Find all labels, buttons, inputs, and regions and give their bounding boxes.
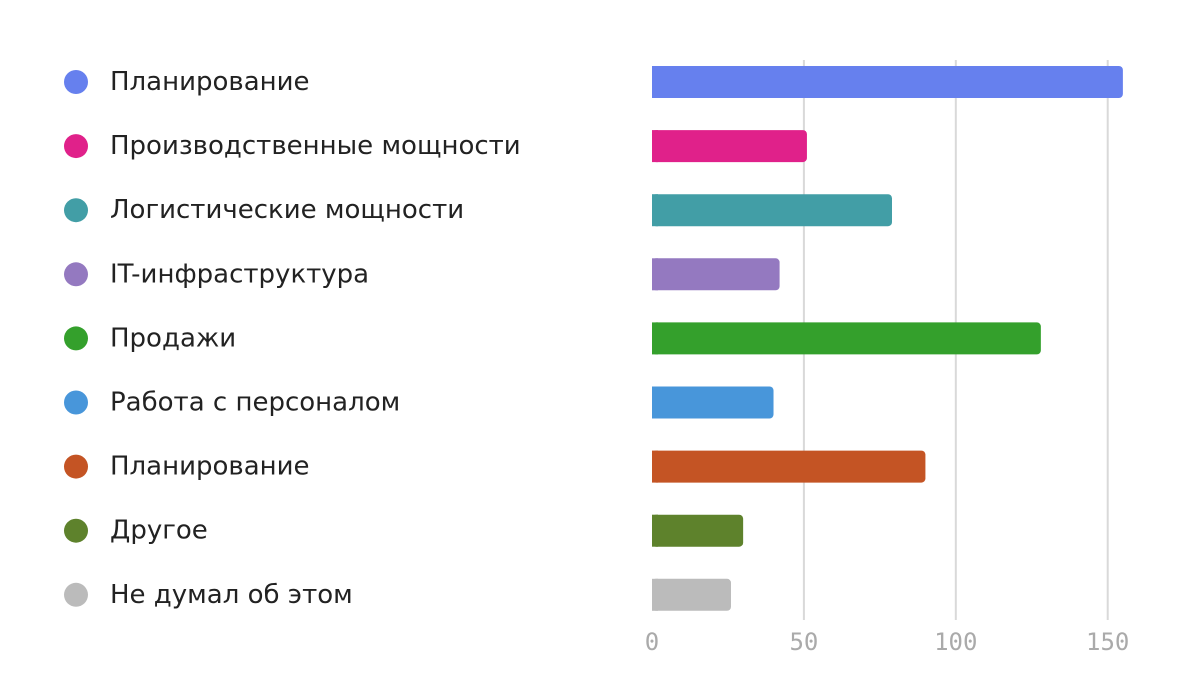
legend-label-0: Планирование [110,67,310,97]
legend-dot-2 [64,198,88,223]
x-tick-label-100: 100 [934,628,977,656]
bar-base-2 [652,194,658,227]
bar-2 [652,194,892,227]
bar-base-4 [652,322,658,355]
bar-base-6 [652,450,658,483]
bar-6 [652,450,926,483]
legend-dot-6 [64,454,88,479]
bar-base-3 [652,258,658,291]
legend-label-7: Другое [110,516,208,546]
bar-base-7 [652,514,658,547]
legend-label-2: Логистические мощности [110,195,464,225]
legend-dot-4 [64,326,88,351]
bar-7 [652,514,744,547]
bar-8 [652,578,731,611]
legend-label-3: IT-инфраструктура [110,259,369,289]
legend-dot-3 [64,262,88,287]
bar-0 [652,66,1123,98]
legend-dot-5 [64,390,88,415]
bar-base-0 [652,66,658,98]
legend-dot-7 [64,518,88,543]
legend: Планирование Производственные мощности Лог… [64,67,521,610]
x-tick-label-0: 0 [645,628,659,656]
bar-3 [652,258,780,291]
legend-dot-0 [64,70,88,94]
x-axis: 0 50 100 150 [645,628,1130,656]
bar-5 [652,386,774,419]
legend-label-6: Планирование [110,452,310,482]
bars [652,66,1123,611]
legend-label-1: Производственные мощности [110,131,521,161]
bar-1 [652,130,807,163]
legend-label-5: Работа с персоналом [110,388,400,418]
legend-dot-8 [64,582,88,607]
bar-base-1 [652,130,658,163]
x-tick-label-50: 50 [789,628,818,656]
legend-dot-1 [64,134,88,159]
bar-4 [652,322,1041,355]
bar-base-5 [652,386,658,419]
bar-base-8 [652,578,658,611]
legend-label-8: Не думал об этом [110,580,353,610]
legend-label-4: Продажи [110,323,236,353]
x-tick-label-150: 150 [1086,628,1129,656]
